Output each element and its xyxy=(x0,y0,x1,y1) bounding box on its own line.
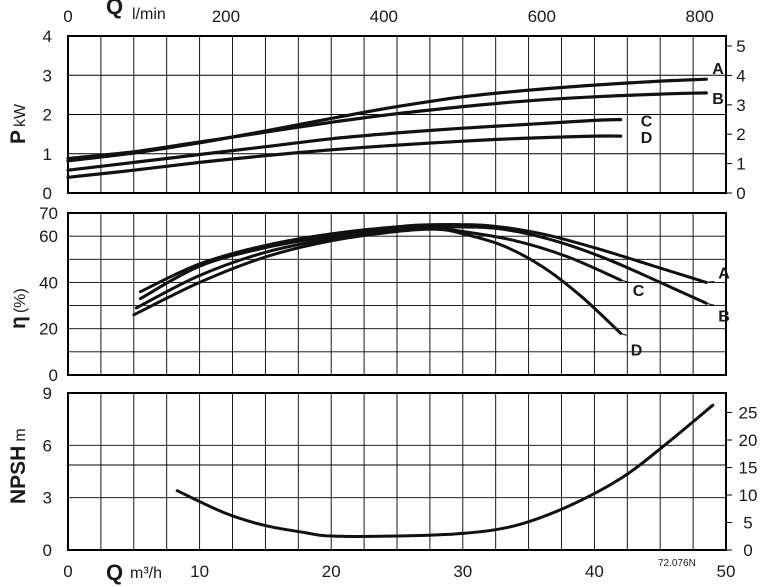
efficiency-panel: 0 20 40 60 70 A B C D xyxy=(39,204,730,385)
top-axis-unit: l/min xyxy=(132,6,166,23)
npsh-ytick-left: 6 xyxy=(43,436,52,455)
bottom-axis-tick: 10 xyxy=(190,562,209,581)
power-ytick-left: 2 xyxy=(43,106,52,125)
eff-curve-b xyxy=(134,225,708,310)
bottom-axis-label: Q xyxy=(106,560,123,585)
power-ytick-right: 3 xyxy=(736,96,745,115)
top-axis-tick: 0 xyxy=(63,7,72,26)
eff-curve-label-c: C xyxy=(633,283,645,300)
npsh-ytick-right: 25 xyxy=(739,404,758,423)
top-axis-tick: 400 xyxy=(370,7,398,26)
eff-ytick-left: 60 xyxy=(39,227,58,246)
power-ytick-left: 4 xyxy=(43,27,52,46)
npsh-ytick-left: 3 xyxy=(43,489,52,508)
power-ylabel: PkW xyxy=(7,103,30,144)
top-axis-tick: 200 xyxy=(212,7,240,26)
top-axis-tick: 800 xyxy=(685,7,713,26)
npsh-ytick-right: 10 xyxy=(739,486,758,505)
npsh-ytick-right: 5 xyxy=(743,514,752,533)
eff-leader-b xyxy=(706,302,715,306)
power-ytick-right: 5 xyxy=(736,37,745,56)
bottom-axis-tick: 0 xyxy=(63,562,72,581)
bottom-axis-unit: m³/h xyxy=(130,565,162,582)
power-ytick-right: 2 xyxy=(736,125,745,144)
eff-curve-d xyxy=(132,227,623,335)
power-ytick-left: 0 xyxy=(43,184,52,203)
top-axis-tick: 600 xyxy=(528,7,556,26)
npsh-panel: 0 3 6 9 0 5 10 15 20 25 0 10 20 30 40 50 xyxy=(43,384,758,581)
eff-curve-a xyxy=(138,222,708,301)
npsh-ylabel: NPSHm xyxy=(7,428,30,504)
power-curve-d xyxy=(66,134,623,179)
top-axis-label: Q xyxy=(106,0,123,19)
eff-curve-label-b: B xyxy=(718,308,730,325)
bottom-axis-tick: 30 xyxy=(453,562,472,581)
power-ytick-right: 1 xyxy=(736,155,745,174)
eff-leader-c xyxy=(620,279,629,283)
power-curve-label-a: A xyxy=(712,61,724,78)
eff-ytick-left: 40 xyxy=(39,273,58,292)
eff-frame xyxy=(67,212,727,376)
eff-ytick-left: 0 xyxy=(49,366,58,385)
bottom-axis-tick: 20 xyxy=(322,562,341,581)
eff-leader-d xyxy=(620,332,627,336)
npsh-ytick-left: 9 xyxy=(43,384,52,403)
power-curve-label-b: B xyxy=(712,91,724,108)
eff-curve-label-a: A xyxy=(718,265,730,282)
power-frame xyxy=(67,35,727,194)
bottom-axis-tick: 40 xyxy=(585,562,604,581)
eff-ytick-left: 70 xyxy=(39,204,58,223)
power-curve-b xyxy=(66,91,708,161)
power-curve-label-d: D xyxy=(641,130,653,147)
npsh-ytick-right: 0 xyxy=(743,541,752,560)
efficiency-ylabel: η(%) xyxy=(7,288,30,329)
power-ytick-left: 1 xyxy=(43,145,52,164)
npsh-ytick-right: 15 xyxy=(739,459,758,478)
eff-ytick-left: 20 xyxy=(39,320,58,339)
eff-curve-label-d: D xyxy=(631,342,643,359)
eff-curve-c xyxy=(138,224,623,294)
power-ytick-right: 4 xyxy=(736,66,745,85)
npsh-ytick-right: 20 xyxy=(739,431,758,450)
bottom-axis-tick: 50 xyxy=(717,562,736,581)
npsh-frame xyxy=(67,392,727,551)
eff-leader-a xyxy=(706,280,715,283)
npsh-ytick-left: 0 xyxy=(43,541,52,560)
power-curve-label-c: C xyxy=(641,114,653,131)
power-ytick-right: 0 xyxy=(736,184,745,203)
power-curve-c xyxy=(66,118,623,172)
figure-reference: 72.076N xyxy=(658,558,696,569)
power-ytick-left: 3 xyxy=(43,66,52,85)
npsh-curve xyxy=(175,403,715,538)
